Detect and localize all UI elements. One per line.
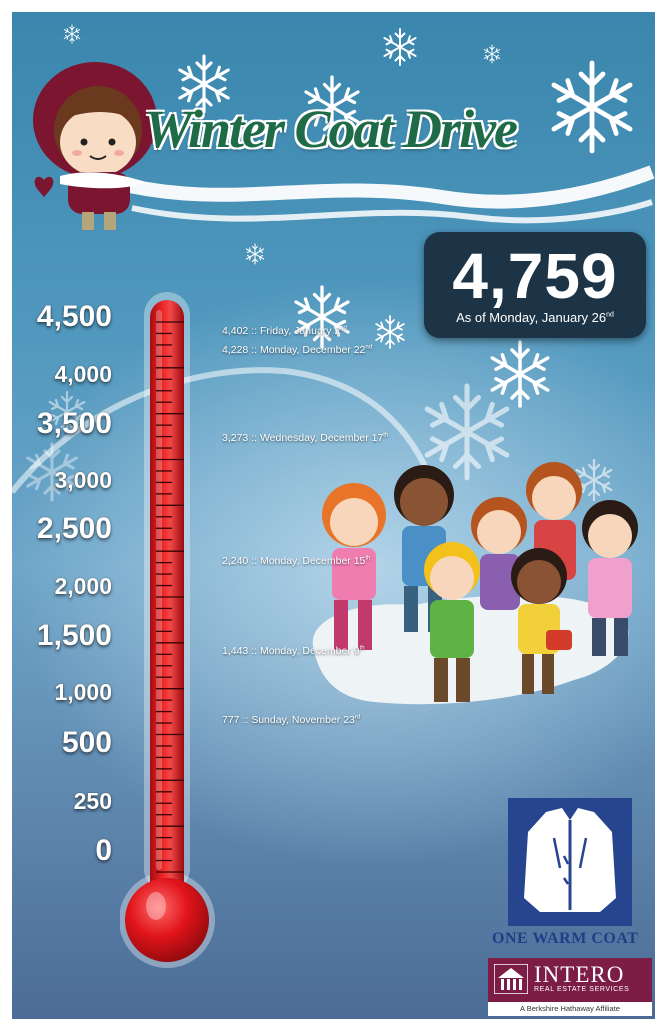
scale-label: 4,000 — [54, 361, 112, 387]
milestone: 2,240 :: Monday, December 15th — [222, 555, 371, 567]
snowflake-icon — [483, 44, 501, 64]
scale-label: 1,500 — [36, 619, 112, 652]
milestone: 4,228 :: Monday, December 22nd — [222, 344, 373, 356]
snowflake-icon — [490, 340, 550, 408]
page-title: Winter Coat Drive — [144, 99, 518, 159]
milestone: 4,402 :: Friday, January 2nd — [222, 325, 347, 337]
thermometer — [120, 292, 215, 968]
one-warm-coat-label: ONE WARM COAT — [492, 930, 639, 947]
scale-label: 500 — [61, 726, 112, 759]
total-count-box: 4,759 As of Monday, January 26nd — [424, 232, 646, 338]
scale-label: 3,000 — [54, 467, 112, 493]
snowflake-icon — [63, 24, 81, 44]
thermometer-bulb — [125, 878, 209, 962]
intero-subtitle: REAL ESTATE SERVICES — [534, 986, 630, 993]
scale-label: 4,500 — [36, 300, 112, 333]
scale-label: 3,500 — [36, 407, 112, 440]
milestone: 777 :: Sunday, November 23rd — [222, 714, 361, 726]
scale-label: 0 — [95, 834, 112, 867]
coat-logo-icon — [508, 798, 632, 926]
thermometer-mercury — [150, 300, 184, 900]
background-decor — [12, 24, 655, 502]
scale-label: 2,000 — [54, 573, 112, 599]
snowflake-icon — [375, 315, 405, 349]
poster: Winter Coat Drive 4,759 As of Monday, Ja… — [12, 12, 655, 1019]
scale-label: 2,500 — [36, 512, 112, 545]
milestone: 3,273 :: Wednesday, December 17th — [222, 432, 389, 444]
intero-name: INTERO — [534, 962, 625, 987]
scale-label: 1,000 — [54, 679, 112, 705]
total-count: 4,759 — [452, 240, 618, 312]
snowflake-icon — [383, 28, 417, 66]
intero-logo: INTERO REAL ESTATE SERVICES A Berkshire … — [488, 958, 652, 1016]
intero-affiliate: A Berkshire Hathaway Affiliate — [488, 1002, 652, 1016]
total-caption: As of Monday, January 26nd — [456, 310, 614, 325]
milestone: 1,443 :: Monday, December 9th — [222, 645, 365, 657]
snowflake-icon — [294, 285, 350, 349]
intero-house-icon — [494, 964, 528, 994]
scale-label: 250 — [73, 788, 112, 814]
girl-in-hood-illustration — [33, 62, 157, 230]
children-group-illustration — [312, 462, 638, 705]
snowflake-icon — [245, 243, 265, 265]
